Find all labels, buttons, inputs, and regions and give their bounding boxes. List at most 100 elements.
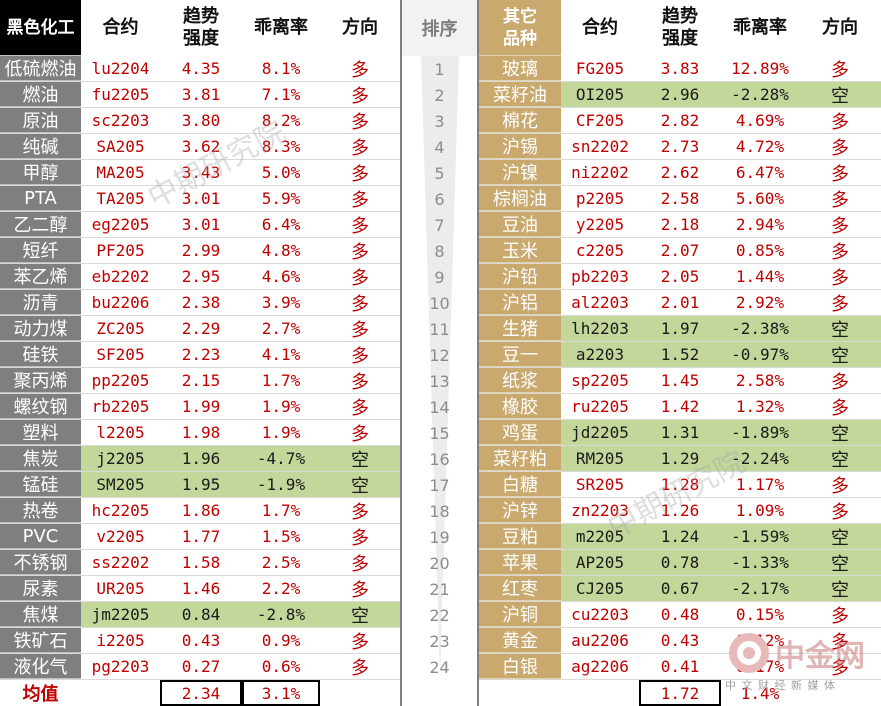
- contract-code: PF205: [96, 241, 145, 260]
- table-row: 液化气 pg2203 0.27 0.6% 多: [0, 654, 400, 680]
- direction: 多: [351, 371, 369, 393]
- commodity-name: 燃油: [0, 82, 81, 107]
- commodity-name: 甲醇: [0, 160, 81, 185]
- rank-number: 5: [434, 163, 445, 183]
- table-row: 短纤 PF205 2.99 4.8% 多: [0, 238, 400, 264]
- table-row: 玉米 c2205 2.07 0.85% 多: [479, 238, 881, 264]
- direction: 空: [799, 420, 881, 445]
- commodity-name: 焦煤: [0, 602, 81, 627]
- table-row: 生猪 lh2203 1.97 -2.38% 空: [479, 316, 881, 342]
- deviation-rate: 4.8%: [261, 241, 301, 260]
- deviation-rate: 4.72%: [735, 137, 785, 156]
- deviation-rate: -2.17%: [721, 576, 799, 601]
- deviation-rate: -1.59%: [721, 524, 799, 549]
- direction: 多: [831, 267, 849, 289]
- contract-code: CF205: [575, 111, 625, 130]
- table-row: 红枣 CJ205 0.67 -2.17% 空: [479, 576, 881, 602]
- direction: 多: [831, 137, 849, 159]
- rank-number: 8: [434, 241, 445, 261]
- commodity-name: 乙二醇: [0, 212, 81, 237]
- table-row: 硅铁 SF205 2.23 4.1% 多: [0, 342, 400, 368]
- table-row: 低硫燃油 lu2204 4.35 8.1% 多: [0, 56, 400, 82]
- deviation-rate: 2.2%: [261, 579, 301, 598]
- rank-wedge-shape: [421, 56, 459, 676]
- contract-code: SR205: [575, 475, 625, 494]
- right-header-direction: 方向: [822, 17, 858, 38]
- direction: 多: [351, 85, 369, 107]
- contract-code: i2205: [96, 631, 145, 650]
- direction: 多: [831, 397, 849, 419]
- trend-strength: 1.46: [181, 579, 221, 598]
- trend-strength: 2.15: [181, 371, 221, 390]
- contract-code: TA205: [96, 189, 145, 208]
- commodity-name: 纸浆: [479, 368, 561, 393]
- direction: 多: [351, 293, 369, 315]
- table-row: 聚丙烯 pp2205 2.15 1.7% 多: [0, 368, 400, 394]
- trend-strength: 0.67: [639, 576, 721, 601]
- trend-strength: 2.18: [660, 215, 700, 234]
- deviation-rate: 4.1%: [261, 345, 301, 364]
- trend-strength: 2.05: [660, 267, 700, 286]
- deviation-rate: 2.5%: [261, 553, 301, 572]
- table-row: 沪铝 al2203 2.01 2.92% 多: [479, 290, 881, 316]
- commodity-name: 白糖: [479, 472, 561, 497]
- deviation-rate: 1.5%: [261, 527, 301, 546]
- commodity-name: 菜籽油: [479, 82, 561, 107]
- right-average-strength: 1.72: [639, 680, 721, 706]
- rank-number: 3: [434, 111, 445, 131]
- direction: 空: [799, 82, 881, 107]
- contract-code: cu2203: [571, 605, 629, 624]
- deviation-rate: 8.3%: [261, 137, 301, 156]
- rank-body: 1 2 3 4 5 6 7 8 9 10 11 12 13 14 15 16 17 18 19 20 21 22 23 24: [400, 56, 479, 706]
- commodity-name: 苯乙烯: [0, 264, 81, 289]
- trend-strength: 1.97: [639, 316, 721, 341]
- trend-strength: 2.23: [181, 345, 221, 364]
- logo-mark-icon: [729, 633, 769, 673]
- deviation-rate: 1.7%: [261, 371, 301, 390]
- table-row: 白糖 SR205 1.28 1.17% 多: [479, 472, 881, 498]
- direction: 多: [831, 371, 849, 393]
- rank-number: 20: [429, 553, 450, 573]
- table-row: PVC v2205 1.77 1.5% 多: [0, 524, 400, 550]
- direction: 多: [351, 397, 369, 419]
- trend-strength: 1.29: [639, 446, 721, 471]
- deviation-rate: -2.28%: [721, 82, 799, 107]
- deviation-rate: 1.7%: [261, 501, 301, 520]
- table-row: 棕榈油 p2205 2.58 5.60% 多: [479, 186, 881, 212]
- commodity-name: 沪铅: [479, 264, 561, 289]
- trend-strength: 1.31: [639, 420, 721, 445]
- direction: 多: [831, 475, 849, 497]
- commodity-name: 原油: [0, 108, 81, 133]
- direction: 多: [351, 137, 369, 159]
- commodity-name: 生猪: [479, 316, 561, 341]
- table-row: 焦煤 jm2205 0.84 -2.8% 空: [0, 602, 400, 628]
- table-row: 豆油 y2205 2.18 2.94% 多: [479, 212, 881, 238]
- table-row: 纸浆 sp2205 1.45 2.58% 多: [479, 368, 881, 394]
- left-footer-row: 均值 2.34 3.1%: [0, 680, 400, 706]
- rank-number: 23: [429, 631, 450, 651]
- deviation-rate: 1.9%: [261, 423, 301, 442]
- right-header-row: 其它 品种 合约 趋势 强度 乖离率 方向: [479, 0, 881, 56]
- contract-code: CJ205: [561, 576, 639, 601]
- direction: 多: [831, 215, 849, 237]
- commodity-name: 玉米: [479, 238, 561, 263]
- commodity-name: 沪镍: [479, 160, 561, 185]
- right-footer-row: 1.72 1.4%: [479, 680, 881, 706]
- contract-code: pg2203: [91, 657, 150, 676]
- direction: 多: [351, 163, 369, 185]
- direction: 多: [831, 111, 849, 133]
- direction: 空: [799, 576, 881, 601]
- trend-strength: 0.48: [660, 605, 700, 624]
- trend-strength: 1.86: [181, 501, 221, 520]
- deviation-rate: 5.60%: [735, 189, 785, 208]
- direction: 多: [351, 527, 369, 549]
- rank-number: 17: [429, 475, 450, 495]
- contract-code: a2203: [561, 342, 639, 367]
- left-header-direction: 方向: [342, 17, 378, 38]
- trend-strength: 2.96: [639, 82, 721, 107]
- trend-strength: 1.58: [181, 553, 221, 572]
- contract-code: ru2205: [571, 397, 629, 416]
- commodity-name: 豆油: [479, 212, 561, 237]
- contract-code: v2205: [96, 527, 145, 546]
- rank-number: 2: [434, 85, 445, 105]
